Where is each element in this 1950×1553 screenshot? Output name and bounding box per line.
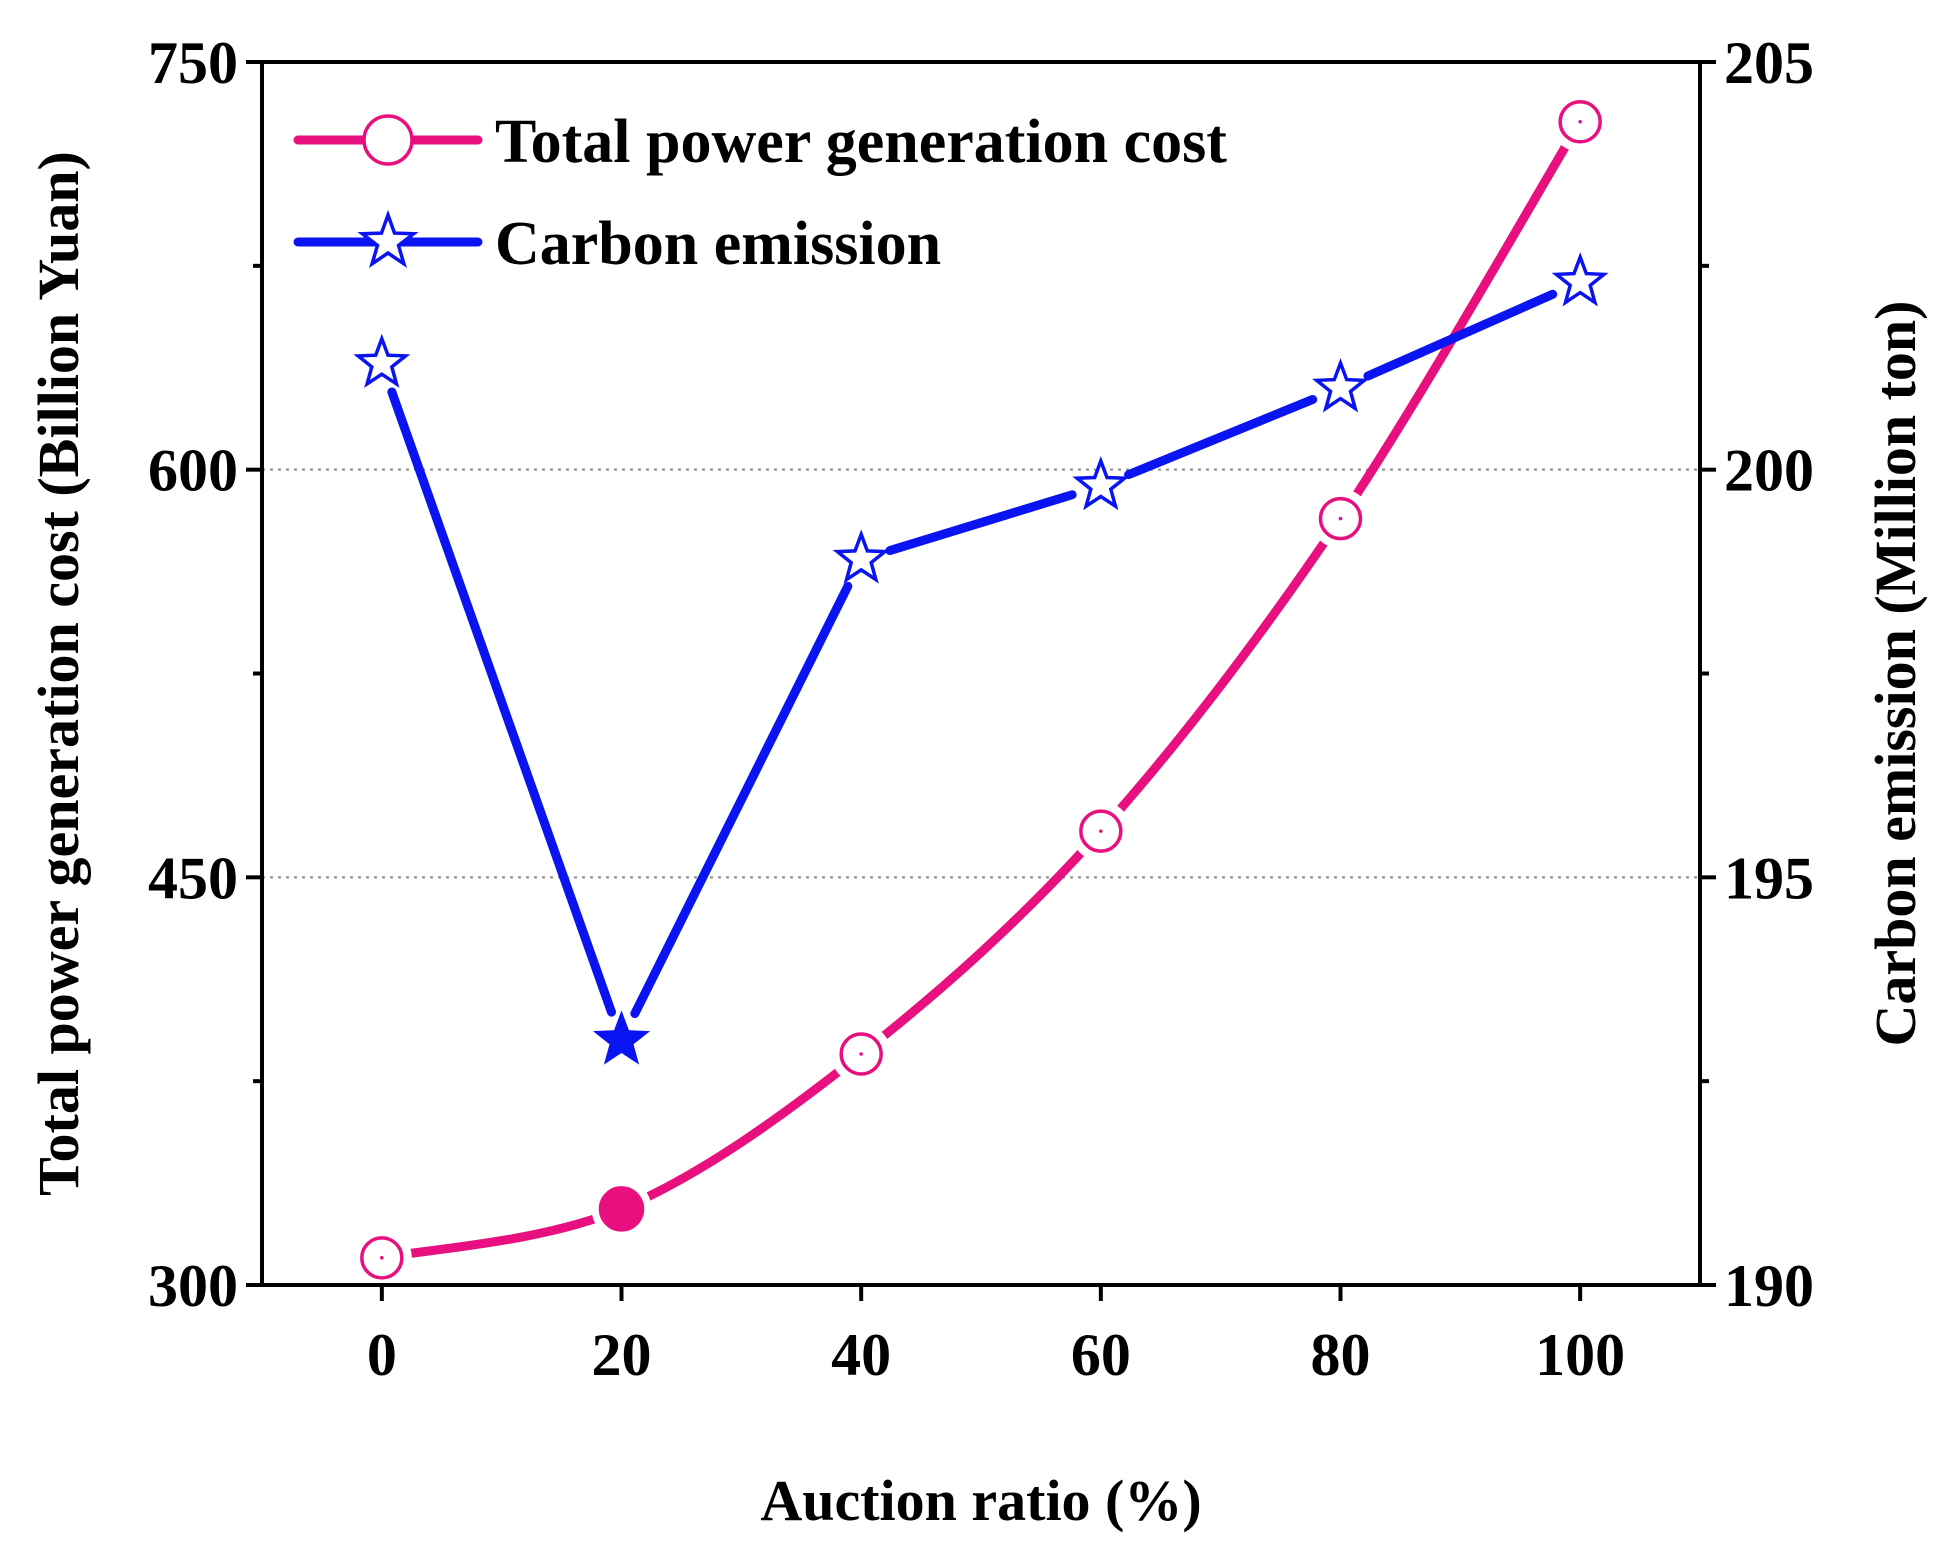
- emission-point-1: [592, 1010, 651, 1065]
- emission-series-segment-3: [1124, 394, 1318, 480]
- y-right-tick-label-3: 205: [1724, 30, 1814, 96]
- cost-point-center-4: [1338, 516, 1343, 521]
- grid-lines: [262, 468, 1700, 879]
- emission-point-3: [1072, 455, 1130, 511]
- cost-series-line: [377, 117, 1585, 1263]
- legend-emission-label: Carbon emission: [495, 210, 941, 278]
- y-axis-right-title: Carbon emission (Million ton): [1863, 301, 1928, 1047]
- emission-point-2: [832, 529, 890, 584]
- cost-point-center-0: [380, 1256, 384, 1260]
- legend: Total power generation cost Carbon emiss…: [293, 108, 1227, 278]
- cost-point-center-5: [1578, 119, 1582, 124]
- y-left-tick-label-0: 300: [148, 1253, 238, 1319]
- y-right-tick-label-1: 195: [1724, 845, 1814, 911]
- emission-series-segment-0: [387, 387, 616, 1017]
- cost-point-center-3: [1099, 829, 1103, 833]
- series-layer: [351, 91, 1611, 1288]
- x-tick-label-5: 100: [1535, 1322, 1625, 1388]
- y-left-tick-label-3: 750: [148, 30, 238, 96]
- x-tick-label-4: 80: [1311, 1322, 1371, 1388]
- x-tick-label-0: 0: [367, 1322, 397, 1388]
- emission-point-5: [1551, 252, 1609, 307]
- emission-point-0: [353, 333, 411, 388]
- cost-point-1: [598, 1186, 645, 1232]
- legend-cost-label: Total power generation cost: [495, 108, 1227, 176]
- x-tick-label-3: 60: [1071, 1322, 1131, 1388]
- axis-ticks: 0 20 40 60 80 100 300 450 600 750 190 195 200 205: [148, 30, 1814, 1388]
- legend-emission-marker: [357, 209, 419, 268]
- legend-cost-marker: [362, 114, 414, 166]
- y-axis-left-title: Total power generation cost (Billion Yua…: [26, 151, 91, 1196]
- emission-series-segment-2: [885, 490, 1077, 556]
- x-axis-title: Auction ratio (%): [760, 1468, 1201, 1533]
- x-tick-label-2: 40: [831, 1322, 891, 1388]
- emission-series-segment-4: [1363, 289, 1558, 381]
- x-tick-label-1: 20: [592, 1322, 652, 1388]
- y-right-tick-label-2: 200: [1724, 438, 1814, 504]
- y-left-tick-label-1: 450: [148, 845, 238, 911]
- emission-point-4: [1311, 358, 1370, 413]
- emission-series-segment-1: [630, 581, 853, 1019]
- cost-point-center-2: [859, 1052, 863, 1056]
- y-right-tick-label-0: 190: [1724, 1253, 1814, 1319]
- y-left-tick-label-2: 600: [148, 438, 238, 504]
